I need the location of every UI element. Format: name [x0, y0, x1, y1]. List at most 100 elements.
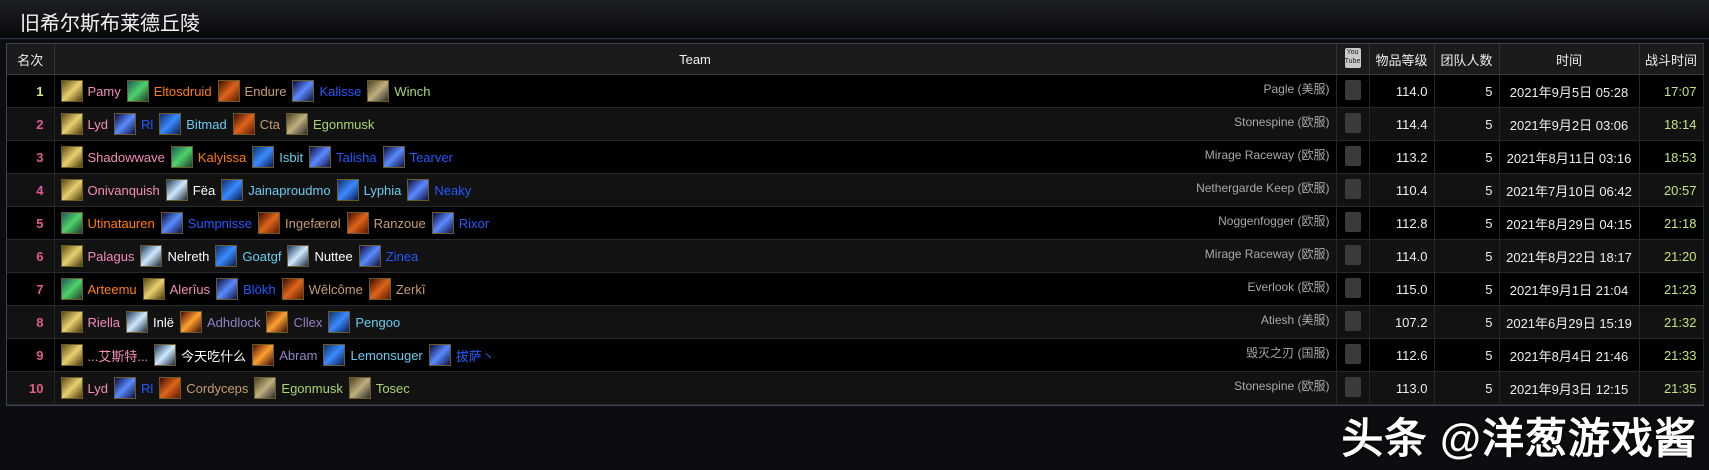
member-name[interactable]: Cllex — [293, 314, 323, 330]
member-name[interactable]: Fëa — [192, 182, 216, 198]
team-member[interactable]: Shadowwave — [60, 146, 165, 168]
member-name[interactable]: ...艾斯特... — [87, 348, 149, 364]
member-name[interactable]: Jainaproudmo — [248, 182, 331, 198]
server-name[interactable]: 毁灭之刃 (国服) — [1246, 346, 1330, 360]
member-name[interactable]: Arteemu — [87, 281, 137, 297]
member-name[interactable]: Riella — [87, 314, 121, 330]
header-size[interactable]: 团队人数 — [1434, 44, 1500, 75]
table-row[interactable]: 7 Everlook (欧服) Arteemu Alerîus Blökh Wêlcôme… — [7, 272, 1704, 306]
server-name[interactable]: Everlook (欧服) — [1247, 280, 1330, 294]
member-name[interactable]: Palagus — [87, 248, 135, 264]
header-ilvl[interactable]: 物品等级 — [1369, 44, 1435, 75]
member-name[interactable]: Neaky — [434, 182, 472, 198]
team-member[interactable]: Bitmad — [159, 113, 227, 135]
team-member[interactable]: 今天吃什么 — [154, 344, 246, 366]
member-name[interactable]: Kalyissa — [197, 149, 247, 165]
team-member[interactable]: Cordyceps — [159, 377, 248, 399]
server-name[interactable]: Stonespine (欧服) — [1234, 379, 1330, 393]
team-member[interactable]: Egonmusk — [285, 113, 375, 135]
team-member[interactable]: Blökh — [216, 278, 276, 300]
member-name[interactable]: Egonmusk — [281, 380, 343, 396]
member-name[interactable]: 今天吃什么 — [181, 348, 247, 364]
team-member[interactable]: Winch — [367, 80, 431, 102]
server-name[interactable]: Noggenfogger (欧服) — [1218, 214, 1330, 228]
member-name[interactable]: Adhdlock — [206, 314, 261, 330]
video-cell[interactable] — [1336, 74, 1370, 108]
team-member[interactable]: Nelreth — [140, 245, 209, 267]
youtube-icon[interactable] — [1344, 211, 1361, 232]
member-name[interactable]: Nuttee — [314, 248, 353, 264]
table-row[interactable]: 3 Mirage Raceway (欧服) Shadowwave Kalyissa Is… — [7, 140, 1704, 174]
team-member[interactable]: Rl — [113, 113, 153, 135]
team-member[interactable]: Zerkî — [368, 278, 426, 300]
team-member[interactable]: Alerîus — [142, 278, 211, 300]
member-name[interactable]: Inlë — [153, 314, 174, 330]
member-name[interactable]: 拔萨丶 — [455, 348, 495, 364]
youtube-icon[interactable] — [1344, 310, 1361, 331]
team-member[interactable]: Tearver — [382, 146, 453, 168]
member-name[interactable]: Alerîus — [169, 281, 211, 297]
team-member[interactable]: Talisha — [309, 146, 377, 168]
member-name[interactable]: Utinatauren — [87, 215, 155, 231]
team-member[interactable]: Sumpnisse — [160, 212, 253, 234]
team-member[interactable]: Riella — [60, 311, 121, 333]
team-member[interactable]: Endure — [217, 80, 286, 102]
youtube-icon[interactable] — [1344, 277, 1361, 298]
member-name[interactable]: Ingefærøl — [285, 215, 341, 231]
member-name[interactable]: Lyd — [87, 380, 108, 396]
member-name[interactable]: Rixor — [458, 215, 490, 231]
member-name[interactable]: Onivanquish — [87, 182, 160, 198]
header-team[interactable]: Team — [54, 44, 1337, 75]
team-member[interactable]: Neaky — [407, 179, 471, 201]
youtube-icon[interactable] — [1344, 178, 1361, 199]
server-name[interactable]: Pagle (美服) — [1263, 82, 1330, 96]
member-name[interactable]: Lyphia — [363, 182, 402, 198]
video-cell[interactable] — [1336, 239, 1370, 273]
team-member[interactable]: Abram — [252, 344, 317, 366]
member-name[interactable]: Winch — [394, 83, 431, 99]
youtube-icon[interactable] — [1344, 145, 1361, 166]
video-cell[interactable] — [1336, 371, 1370, 405]
server-name[interactable]: Mirage Raceway (欧服) — [1204, 148, 1330, 162]
team-member[interactable]: Egonmusk — [254, 377, 343, 399]
server-name[interactable]: Stonespine (欧服) — [1234, 115, 1330, 129]
team-member[interactable]: Lemonsuger — [323, 344, 423, 366]
member-name[interactable]: Egonmusk — [312, 116, 375, 132]
team-member[interactable]: Ingefærøl — [258, 212, 341, 234]
table-row[interactable]: 9 毁灭之刃 (国服) ...艾斯特... 今天吃什么 Abram Lemonsuger 拔… — [7, 338, 1704, 372]
video-cell[interactable] — [1336, 305, 1370, 339]
member-name[interactable]: Nelreth — [167, 248, 210, 264]
member-name[interactable]: Goatgf — [242, 248, 282, 264]
table-row[interactable]: 6 Mirage Raceway (欧服) Palagus Nelreth Goatgf… — [7, 239, 1704, 273]
member-name[interactable]: Lyd — [87, 116, 108, 132]
server-name[interactable]: Atiesh (美服) — [1260, 313, 1330, 327]
team-member[interactable]: Cta — [232, 113, 280, 135]
team-member[interactable]: Rl — [113, 377, 154, 399]
team-member[interactable]: Onivanquish — [60, 179, 160, 201]
team-member[interactable]: Kalyissa — [170, 146, 247, 168]
member-name[interactable]: Ranzoue — [373, 215, 426, 231]
video-cell[interactable] — [1336, 173, 1370, 207]
team-member[interactable]: Fëa — [165, 179, 216, 201]
youtube-icon[interactable] — [1344, 343, 1361, 364]
team-member[interactable]: Arteemu — [60, 278, 137, 300]
video-cell[interactable] — [1336, 140, 1370, 174]
team-member[interactable]: Jainaproudmo — [221, 179, 331, 201]
member-name[interactable]: Rl — [140, 380, 154, 396]
member-name[interactable]: Sumpnisse — [187, 215, 253, 231]
member-name[interactable]: Blökh — [243, 281, 276, 297]
team-member[interactable]: Inlë — [126, 311, 174, 333]
team-member[interactable]: ...艾斯特... — [60, 344, 149, 366]
youtube-icon[interactable] — [1344, 244, 1361, 265]
member-name[interactable]: Bitmad — [186, 116, 227, 132]
video-cell[interactable] — [1336, 338, 1370, 372]
server-name[interactable]: Mirage Raceway (欧服) — [1204, 247, 1330, 261]
member-name[interactable]: Cordyceps — [186, 380, 249, 396]
member-name[interactable]: Zerkî — [395, 281, 426, 297]
team-member[interactable]: Goatgf — [215, 245, 281, 267]
team-member[interactable]: Pamy — [60, 80, 121, 102]
member-name[interactable]: Wêlcôme — [308, 281, 363, 297]
member-name[interactable]: Shadowwave — [87, 149, 165, 165]
member-name[interactable]: Abram — [279, 347, 318, 363]
youtube-icon[interactable] — [1344, 376, 1361, 397]
